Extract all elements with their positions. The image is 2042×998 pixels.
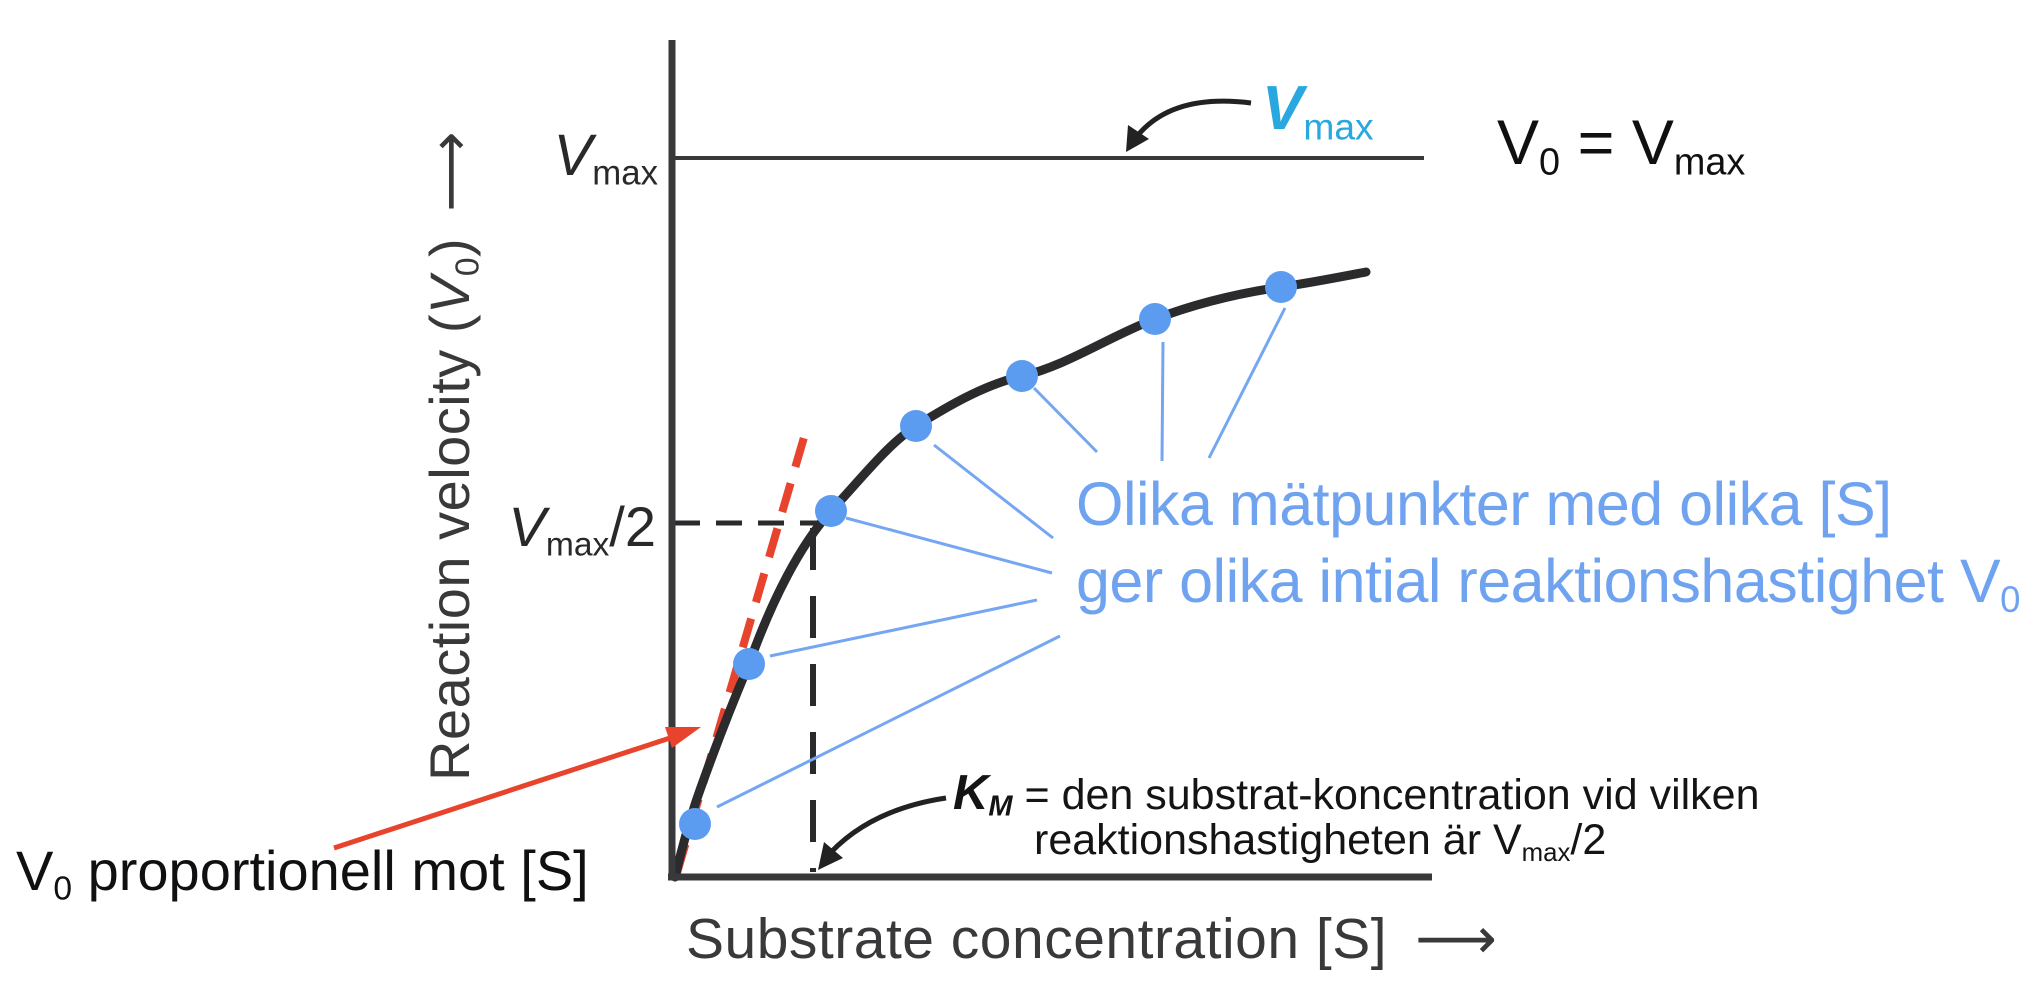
- km-definition-line2: reaktionshastigheten är Vmax/2: [1034, 816, 1607, 868]
- v0-prop-v: V: [16, 839, 54, 902]
- pointer-lines-group: [716, 307, 1287, 809]
- pointer-line: [1160, 341, 1165, 462]
- data-point: [900, 410, 932, 442]
- vmax-half-tick-v: V: [508, 495, 546, 558]
- data-point: [733, 648, 765, 680]
- y-axis-v-symbol: V: [418, 276, 481, 314]
- v0-proportional-label: V0 proportionell mot [S]: [16, 839, 589, 906]
- km-definition-line1: KM = den substrat-koncentration vid vilk…: [953, 766, 1760, 821]
- v0-eq-equals: =: [1560, 108, 1632, 178]
- vmax-half-tick-label: Vmax/2: [410, 495, 657, 562]
- vmax-callout-arrow-head-icon: [1126, 125, 1149, 152]
- y-axis-label: Reaction velocity (V0)⟶: [418, 131, 486, 781]
- km-definition-line2-div2: /2: [1570, 816, 1607, 864]
- pointer-line: [845, 516, 1053, 575]
- vmax-tick-sub: max: [592, 153, 658, 193]
- measurement-points-note: Olika mätpunkter med olika [S] ger olika…: [1076, 466, 2020, 620]
- y-axis-label-close: ): [418, 237, 481, 257]
- v0-prop-sub: 0: [53, 870, 73, 908]
- vmax-tick-label: Vmax: [430, 123, 658, 191]
- pointer-line: [716, 634, 1061, 809]
- initial-rate-tangent-dashed-line: [673, 425, 811, 875]
- vmax-half-tick-div2: /2: [609, 495, 656, 558]
- vmax-tick-v: V: [553, 123, 593, 188]
- x-axis-label: Substrate concentration [S] ⟶: [686, 907, 1498, 972]
- v0-eq-sub1: 0: [1539, 141, 1561, 184]
- pointer-line: [769, 598, 1038, 658]
- x-axis-label-text: Substrate concentration [S]: [686, 907, 1388, 971]
- km-arrow-head-icon: [818, 842, 843, 870]
- y-axis-v-subscript: 0: [449, 256, 487, 277]
- v0-eq-v1: V: [1497, 108, 1540, 178]
- km-arrow-shaft: [822, 795, 947, 862]
- km-definition-line2-text: reaktionshastigheten är V: [1034, 816, 1522, 864]
- km-curved-arrow: [818, 795, 947, 870]
- data-point: [1006, 360, 1038, 392]
- measurement-points-note-line2-sub: 0: [2000, 579, 2020, 621]
- measurement-points-note-line2: ger olika intial reaktionshastighet V0: [1076, 543, 2020, 620]
- km-symbol-sub: M: [988, 790, 1013, 823]
- v0-eq-v2: V: [1631, 108, 1674, 178]
- km-definition-line2-sub: max: [1521, 839, 1571, 868]
- data-points-group: [679, 271, 1297, 840]
- pointer-line: [1032, 386, 1099, 454]
- measurement-points-note-line2-text: ger olika intial reaktionshastighet V: [1076, 547, 2001, 615]
- pointer-line: [933, 443, 1054, 540]
- red-arrow-shaft: [333, 735, 671, 851]
- data-point: [1265, 271, 1297, 303]
- vmax-callout-v: V: [1262, 74, 1304, 143]
- km-definition-text: = den substrat-koncentration vid vilken: [1012, 771, 1760, 819]
- data-point: [679, 808, 711, 840]
- data-point: [1139, 303, 1171, 335]
- vmax-callout-sub: max: [1303, 105, 1374, 148]
- vmax-half-tick-sub: max: [545, 526, 610, 564]
- vmax-callout-curved-arrow: [1126, 98, 1252, 152]
- km-symbol: K: [953, 766, 989, 820]
- data-point: [815, 495, 847, 527]
- measurement-points-note-line1: Olika mätpunkter med olika [S]: [1076, 470, 1892, 538]
- vmax-callout-label: Vmax: [1262, 74, 1374, 145]
- pointer-line: [1207, 307, 1287, 459]
- v0-eq-sub2: max: [1673, 141, 1746, 184]
- x-axis-arrow-icon: ⟶: [1415, 907, 1498, 971]
- red-annotation-arrow: [333, 727, 701, 851]
- v0-prop-text: proportionell mot [S]: [72, 839, 589, 902]
- red-arrow-head-icon: [665, 727, 701, 748]
- v0-equals-vmax-label: V0 = Vmax: [1497, 108, 1745, 181]
